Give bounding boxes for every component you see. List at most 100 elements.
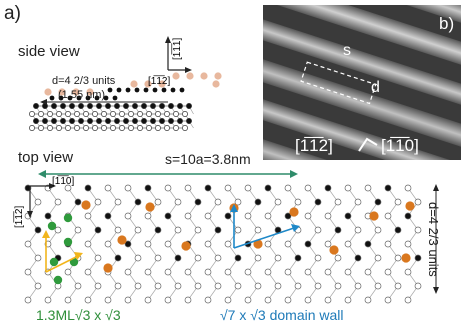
- top-atom: [414, 226, 422, 234]
- top-atom: [164, 212, 172, 220]
- stm-stripes: s d b) [1̅1̅2] [1̅1̅0]: [263, 5, 461, 160]
- top-atom: [204, 268, 212, 276]
- top-atom: [114, 282, 122, 290]
- top-atom: [384, 184, 392, 192]
- top-atom: [34, 226, 42, 234]
- side-atom: [186, 118, 192, 124]
- top-atom: [214, 282, 222, 290]
- top-atom: [94, 226, 102, 234]
- side-atom: [67, 95, 73, 101]
- top-atom: [404, 212, 412, 220]
- top-atom: [34, 254, 42, 262]
- top-atom: [304, 184, 312, 192]
- green-caption: 1.3ML√3 x √3: [36, 307, 121, 323]
- top-atom: [294, 254, 302, 262]
- top-atom: [114, 198, 122, 206]
- top-atom: [374, 198, 382, 206]
- side-atom: [69, 103, 75, 109]
- side-atom: [56, 111, 62, 117]
- side-adatom: [144, 80, 152, 88]
- orange-adatom: [145, 202, 155, 212]
- top-atom: [384, 268, 392, 276]
- side-atom: [177, 118, 183, 124]
- top-atom: [234, 198, 242, 206]
- top-atom: [44, 296, 52, 304]
- top-atom: [184, 296, 192, 304]
- top-atom: [144, 296, 152, 304]
- top-atom: [74, 282, 82, 290]
- top-atom: [264, 212, 272, 220]
- side-atom: [96, 118, 102, 124]
- top-atom: [174, 198, 182, 206]
- top-atom: [334, 254, 342, 262]
- top-atom: [164, 240, 172, 248]
- top-atom: [104, 240, 112, 248]
- top-atom: [344, 240, 352, 248]
- yellow-vector-up-head: [42, 230, 50, 238]
- top-atom: [324, 184, 332, 192]
- top-atom: [164, 296, 172, 304]
- side-atom: [116, 87, 122, 93]
- top-atom: [384, 212, 392, 220]
- side-atom: [83, 125, 89, 131]
- top-atom: [404, 240, 412, 248]
- top-atom: [104, 184, 112, 192]
- side-atom: [65, 111, 71, 117]
- top-atom: [264, 296, 272, 304]
- top-atom: [334, 282, 342, 290]
- side-adatom: [58, 88, 66, 96]
- top-atom: [84, 268, 92, 276]
- top-atom: [124, 240, 132, 248]
- side-axis-right-head: [185, 67, 192, 73]
- top-atom: [164, 184, 172, 192]
- side-adatom: [130, 80, 138, 88]
- panel-b-label: b): [439, 14, 454, 33]
- top-atom: [404, 184, 412, 192]
- side-atom: [152, 87, 158, 93]
- green-adatom: [47, 221, 57, 231]
- side-atom: [105, 103, 111, 109]
- stm-image: s d b) [1̅1̅2] [1̅1̅0]: [263, 5, 461, 160]
- side-adatom: [200, 72, 208, 80]
- top-atom: [354, 254, 362, 262]
- side-atom: [168, 118, 174, 124]
- top-atom: [174, 254, 182, 262]
- side-atom: [186, 103, 192, 109]
- side-atom: [33, 118, 39, 124]
- side-atom: [92, 125, 98, 131]
- top-atom: [224, 184, 232, 192]
- top-atom: [174, 226, 182, 234]
- side-atom: [143, 87, 149, 93]
- side-atom: [164, 111, 170, 117]
- top-atom: [374, 254, 382, 262]
- top-atom: [394, 198, 402, 206]
- side-atom: [78, 118, 84, 124]
- side-atom: [69, 118, 75, 124]
- side-atom: [123, 103, 129, 109]
- side-atom: [114, 103, 120, 109]
- top-atom: [204, 184, 212, 192]
- top-atom: [134, 254, 142, 262]
- top-atom: [134, 282, 142, 290]
- side-atom: [168, 103, 174, 109]
- top-atom: [334, 198, 342, 206]
- top-atom: [144, 184, 152, 192]
- side-atom: [87, 118, 93, 124]
- top-atom: [214, 226, 222, 234]
- top-atom: [404, 296, 412, 304]
- side-atom: [38, 125, 44, 131]
- top-atom: [314, 198, 322, 206]
- top-axis-right-label: [1̅1̅0]: [52, 175, 74, 187]
- side-view-label: side view: [18, 43, 80, 60]
- top-atom: [314, 226, 322, 234]
- top-atom: [124, 268, 132, 276]
- photo-s-label: s: [343, 42, 351, 59]
- side-atom: [161, 87, 167, 93]
- top-atom: [354, 198, 362, 206]
- top-atom: [134, 226, 142, 234]
- side-atom: [110, 111, 116, 117]
- top-atom: [114, 226, 122, 234]
- top-atom: [414, 198, 422, 206]
- side-view-lattice: [29, 72, 222, 131]
- orange-adatom: [81, 200, 91, 210]
